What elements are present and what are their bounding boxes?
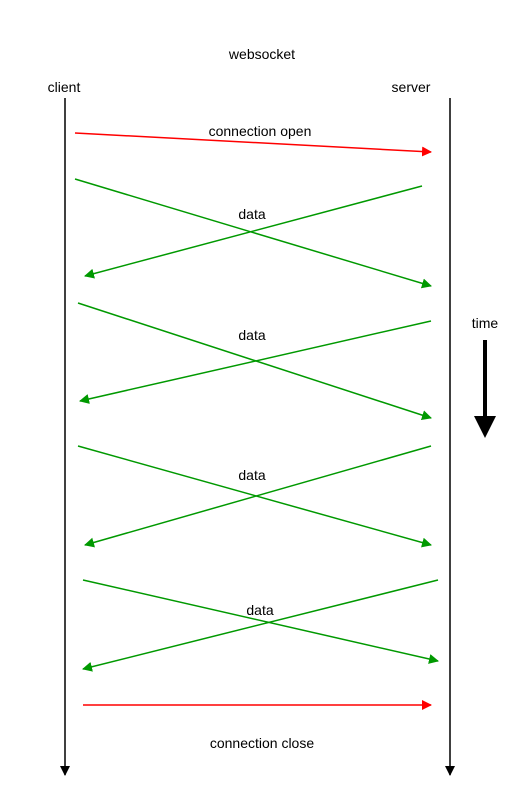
data-label-3: data [238, 467, 265, 483]
data-arrow-4-client-to-server [82, 579, 439, 664]
data-arrow-4-server-to-client [82, 579, 439, 672]
data-label-1: data [238, 206, 265, 222]
time-arrow-head [474, 416, 496, 438]
server-label: server [392, 79, 431, 95]
data-arrow-1-client-to-server [74, 178, 432, 289]
data-label-2: data [238, 327, 265, 343]
connection-open-arrow [74, 132, 432, 157]
connection-open-label: connection open [209, 123, 312, 139]
diagram-title: websocket [228, 46, 295, 62]
data-arrow-3-server-to-client [84, 445, 432, 548]
connection-close-label: connection close [210, 735, 315, 751]
data-arrow-2-server-to-client [79, 320, 432, 404]
data-arrow-1-server-to-client [84, 185, 423, 279]
data-label-4: data [246, 602, 273, 618]
time-label: time [472, 315, 499, 331]
client-label: client [48, 79, 81, 95]
data-arrow-3-client-to-server [77, 445, 432, 548]
